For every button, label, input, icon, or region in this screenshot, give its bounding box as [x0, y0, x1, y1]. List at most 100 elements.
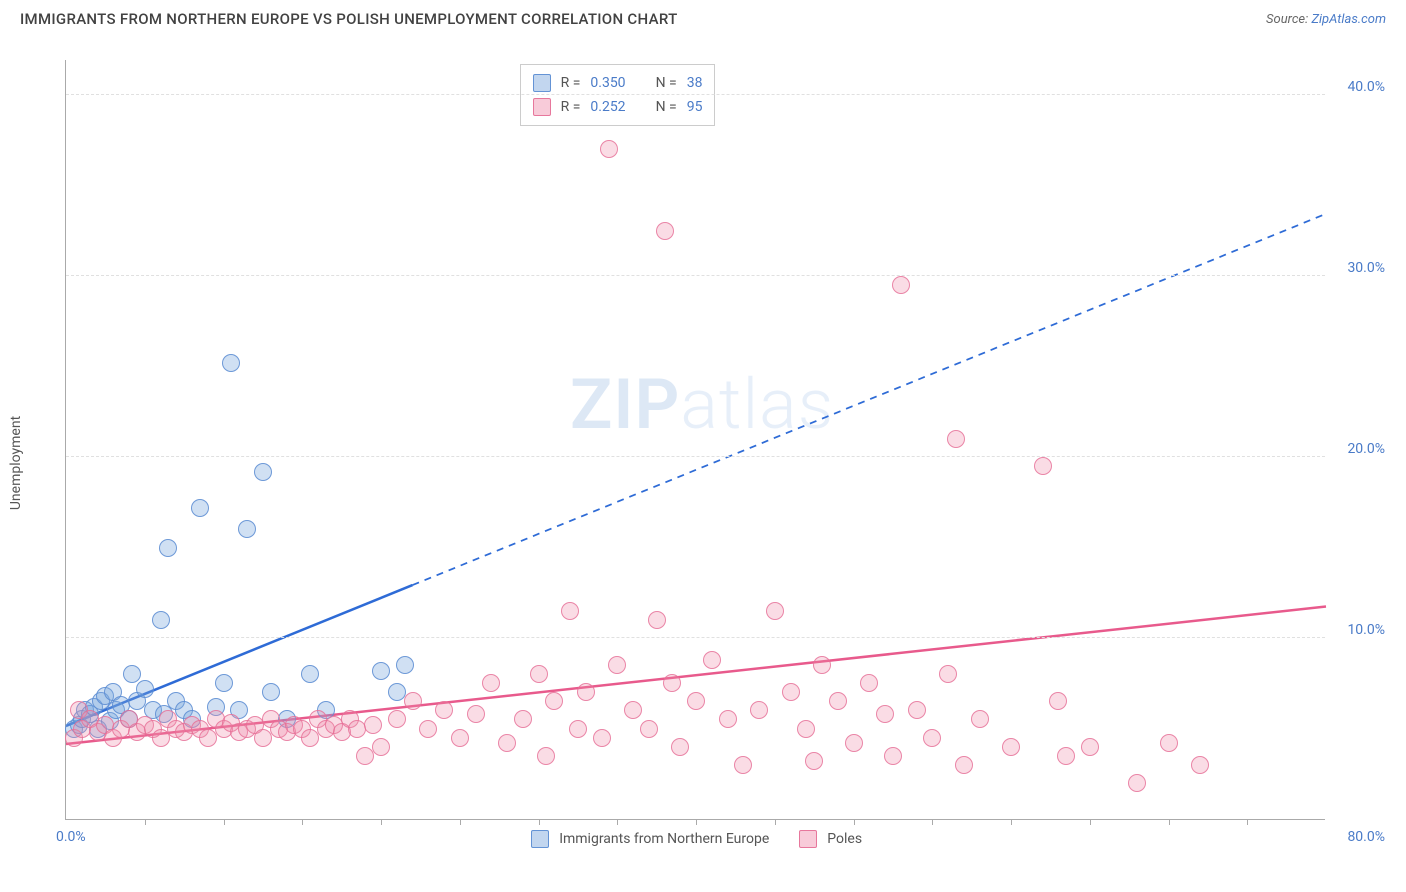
pink-point [537, 747, 555, 765]
pink-point [671, 738, 689, 756]
pink-point [498, 734, 516, 752]
x-tick [145, 819, 146, 825]
pink-point [955, 756, 973, 774]
pink-point [719, 710, 737, 728]
blue-point [262, 683, 280, 701]
pink-point [1049, 692, 1067, 710]
blue-point [301, 665, 319, 683]
x-tick [1090, 819, 1091, 825]
pink-point [766, 602, 784, 620]
pink-point [860, 674, 878, 692]
blue-point [191, 499, 209, 517]
pink-point [514, 710, 532, 728]
pink-point [624, 701, 642, 719]
source-prefix: Source: [1266, 12, 1311, 27]
y-tick-label: 30.0% [1347, 260, 1385, 276]
pink-point [734, 756, 752, 774]
blue-point [372, 662, 390, 680]
gridline [66, 456, 1325, 457]
blue-point [152, 611, 170, 629]
pink-point [923, 729, 941, 747]
pink-point [1002, 738, 1020, 756]
pink-point [600, 140, 618, 158]
x-tick [1011, 819, 1012, 825]
x-tick [539, 819, 540, 825]
blue-point [222, 354, 240, 372]
pink-point [545, 692, 563, 710]
gridline [66, 637, 1325, 638]
plot-area: ZIPatlas R =0.350N =38R =0.252N =95 10.0… [65, 60, 1325, 820]
legend-series-label: Immigrants from Northern Europe [559, 831, 769, 847]
pink-point [1034, 457, 1052, 475]
pink-point [451, 729, 469, 747]
pink-point [593, 729, 611, 747]
pink-point [569, 720, 587, 738]
pink-point [530, 665, 548, 683]
y-tick-label: 40.0% [1347, 79, 1385, 95]
legend-series-label: Poles [827, 831, 862, 847]
pink-point [608, 656, 626, 674]
x-tick [302, 819, 303, 825]
pink-point [388, 710, 406, 728]
pink-point [947, 430, 965, 448]
source-link[interactable]: ZipAtlas.com [1311, 12, 1386, 27]
legend-series: Immigrants from Northern Europe Poles [531, 830, 882, 848]
pink-point [577, 683, 595, 701]
legend-swatch-blue [531, 830, 549, 848]
blue-point [159, 539, 177, 557]
pink-point [813, 656, 831, 674]
pink-point [1191, 756, 1209, 774]
x-start-label: 0.0% [56, 829, 86, 845]
pink-point [1160, 734, 1178, 752]
x-tick [696, 819, 697, 825]
chart-container: Unemployment ZIPatlas R =0.350N =38R =0.… [10, 40, 1396, 870]
blue-point [215, 674, 233, 692]
pink-point [892, 276, 910, 294]
pink-point [561, 602, 579, 620]
pink-point [435, 701, 453, 719]
pink-point [876, 705, 894, 723]
pink-point [908, 701, 926, 719]
pink-point [640, 720, 658, 738]
trendline-dashed [413, 214, 1327, 585]
pink-point [687, 692, 705, 710]
blue-point [136, 680, 154, 698]
x-tick [224, 819, 225, 825]
blue-point [254, 463, 272, 481]
pink-point [884, 747, 902, 765]
x-tick [932, 819, 933, 825]
pink-point [404, 692, 422, 710]
pink-point [845, 734, 863, 752]
x-tick [1169, 819, 1170, 825]
x-tick [381, 819, 382, 825]
source-attribution: Source: ZipAtlas.com [1266, 12, 1386, 27]
x-tick [854, 819, 855, 825]
x-tick [617, 819, 618, 825]
pink-point [482, 674, 500, 692]
pink-point [971, 710, 989, 728]
x-tick [460, 819, 461, 825]
pink-point [1081, 738, 1099, 756]
chart-title: IMMIGRANTS FROM NORTHERN EUROPE VS POLIS… [20, 10, 678, 28]
y-tick-label: 20.0% [1347, 441, 1385, 457]
pink-point [782, 683, 800, 701]
pink-point [467, 705, 485, 723]
blue-point [396, 656, 414, 674]
y-tick-label: 10.0% [1347, 622, 1385, 638]
pink-point [805, 752, 823, 770]
pink-point [663, 674, 681, 692]
pink-point [939, 665, 957, 683]
pink-point [1128, 774, 1146, 792]
pink-point [419, 720, 437, 738]
pink-point [797, 720, 815, 738]
pink-point [1057, 747, 1075, 765]
pink-point [372, 738, 390, 756]
pink-point [656, 222, 674, 240]
chart-header: IMMIGRANTS FROM NORTHERN EUROPE VS POLIS… [0, 0, 1406, 28]
pink-point [829, 692, 847, 710]
y-axis-label: Unemployment [8, 416, 24, 510]
x-tick [775, 819, 776, 825]
pink-point [648, 611, 666, 629]
gridline [66, 94, 1325, 95]
legend-swatch-pink [799, 830, 817, 848]
